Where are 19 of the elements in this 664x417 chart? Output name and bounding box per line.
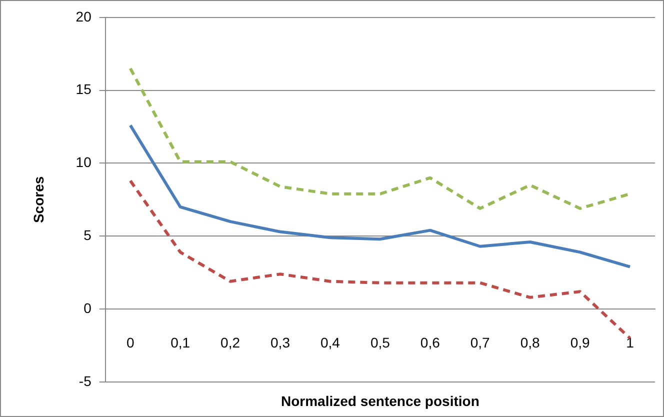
y-tick-label: 0 xyxy=(84,300,92,316)
y-tick-label: 10 xyxy=(76,154,92,170)
x-tick-label: 0,6 xyxy=(420,334,440,350)
x-tick-label: 0,5 xyxy=(370,334,390,350)
x-axis-title: Normalized sentence position xyxy=(281,392,480,409)
x-tick-label: 1 xyxy=(626,334,634,350)
x-tick-label: 0,4 xyxy=(320,334,340,350)
x-tick-label: 0,3 xyxy=(270,334,290,350)
y-axis-title: Scores xyxy=(30,176,46,224)
x-tick-label: 0,7 xyxy=(470,334,490,350)
y-tick-label: 20 xyxy=(76,8,92,24)
x-tick-label: 0,9 xyxy=(570,334,590,350)
y-tick-label: -5 xyxy=(78,372,92,389)
x-tick-label: 0,2 xyxy=(220,334,240,350)
x-tick-label: 0,1 xyxy=(170,334,190,350)
x-tick-label: 0,8 xyxy=(520,334,540,350)
y-tick-label: 15 xyxy=(76,81,92,98)
y-tick-label: 5 xyxy=(84,227,92,244)
x-tick-label: 0 xyxy=(126,334,134,350)
